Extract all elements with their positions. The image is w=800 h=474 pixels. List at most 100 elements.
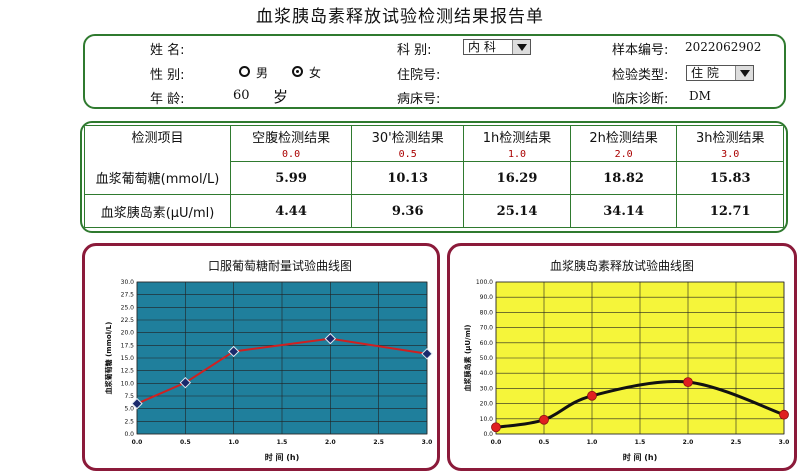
y-tick-label: 0.0 [483,431,493,438]
y-tick-label: 22.5 [121,317,135,324]
x-tick-label: 0.0 [491,439,502,446]
x-tick-label: 1.5 [277,439,288,446]
table-header: 1h检测结果 [463,125,571,148]
y-tick-label: 12.5 [121,368,135,375]
sample-value: 2022062902 [685,40,762,54]
table-cell: 25.14 [463,194,571,228]
y-tick-label: 80.0 [480,309,494,316]
row-name: 血浆胰岛素(μU/ml) [84,194,231,228]
table-header: 空腹检测结果 [229,125,353,148]
data-point [491,422,501,433]
y-tick-label: 25.0 [121,304,135,311]
table-row: 血浆胰岛素(μU/ml) 4.44 9.36 25.14 34.14 12.71 [84,194,784,228]
table-cell: 15.83 [676,161,784,195]
age-label: 年 龄: [150,92,185,107]
insulin-chart-panel: 血浆胰岛素释放试验曲线图 0.0 10.0 20.0 30.0 40.0 50.0 60.0 7… [447,243,797,471]
data-point [683,377,693,388]
y-tick-label: 15.0 [121,355,135,362]
y-tick-label: 20.0 [480,401,494,408]
chart-title: 血浆胰岛素释放试验曲线图 [550,258,694,273]
dept-label: 科 别: [397,43,432,58]
results-table-panel: 检测项目 空腹检测结果 30'检测结果 1h检测结果 2h检测结果 3h检测结果… [80,121,788,233]
table-cell: 18.82 [569,161,678,195]
y-tick-label: 20.0 [121,330,135,337]
gender-female-label: 女 [309,66,322,80]
x-tick-label: 2.0 [325,439,336,446]
data-point [227,345,240,358]
exam-type-select[interactable]: 住 院 [686,65,754,81]
table-header: 2h检测结果 [569,125,678,148]
y-tick-label: 70.0 [480,325,494,332]
y-axis-label: 血浆葡萄糖 (mmol/L) [104,322,113,395]
x-tick-label: 1.5 [635,439,646,446]
data-point [324,332,337,345]
chevron-down-icon [735,66,753,80]
x-tick-label: 0.5 [180,439,191,446]
x-tick-label: 1.0 [228,439,239,446]
y-tick-label: 0.0 [124,431,134,438]
data-point [539,414,549,425]
data-point [179,376,192,389]
timepoint-label: 2.0 [569,147,678,162]
table-cell: 5.99 [229,161,353,195]
name-label: 姓 名: [150,43,185,58]
y-tick-label: 2.5 [124,418,134,425]
gender-male-radio[interactable] [239,66,250,77]
x-tick-label: 3.0 [422,439,433,446]
y-tick-label: 50.0 [480,355,494,362]
gender-female-radio[interactable] [292,66,303,77]
table-cell: 16.29 [463,161,571,195]
data-point [779,409,789,420]
table-row: 血浆葡萄糖(mmol/L) 5.99 10.13 16.29 18.82 15.… [84,161,784,195]
data-point [131,397,143,410]
table-cell: 12.71 [676,194,784,228]
y-tick-label: 30.0 [480,385,494,392]
bed-label: 病床号: [397,92,441,107]
y-tick-label: 7.5 [124,393,134,400]
y-tick-label: 100.0 [476,279,493,286]
y-axis-label: 血浆胰岛素 (μU/ml) [463,325,472,392]
exam-type-label: 检验类型: [612,68,669,83]
y-tick-label: 5.0 [124,406,134,413]
report-title: 血浆胰岛素释放试验检测结果报告单 [256,7,544,27]
y-tick-label: 27.5 [121,292,135,299]
table-cell: 10.13 [351,161,465,195]
timepoint-label: 1.0 [463,147,571,162]
x-tick-label: 2.5 [373,439,384,446]
x-axis-label: 时 间 (h) [623,452,658,462]
y-tick-label: 30.0 [121,279,135,286]
table-cell: 9.36 [351,194,465,228]
x-tick-label: 1.0 [587,439,598,446]
table-header: 30'检测结果 [351,125,465,148]
diagnosis-label: 临床诊断: [612,92,669,107]
x-tick-label: 2.5 [731,439,742,446]
age-unit: 岁 [273,88,289,106]
row-name: 血浆葡萄糖(mmol/L) [84,161,231,195]
gender-male-label: 男 [256,66,269,80]
gender-label: 性 别: [150,68,185,83]
y-tick-label: 90.0 [480,294,494,301]
x-tick-label: 3.0 [779,439,790,446]
x-tick-label: 0.5 [539,439,550,446]
x-tick-label: 2.0 [683,439,694,446]
inpatient-label: 住院号: [397,68,441,83]
table-cell: 4.44 [229,194,353,228]
patient-info-panel: 姓 名: 性 别: 男 女 年 龄: 60 岁 科 别: 内 科 住院号: 病床… [83,34,786,109]
table-cell: 34.14 [569,194,678,228]
glucose-chart: 口服葡萄糖耐量试验曲线图 0.0 2.5 5.0 7.5 10.0 12.5 15.0 17.5… [104,258,433,462]
timepoint-label: 3.0 [676,147,784,162]
diagnosis-value: DM [689,89,711,103]
y-tick-label: 60.0 [480,340,494,347]
insulin-chart: 血浆胰岛素释放试验曲线图 0.0 10.0 20.0 30.0 40.0 50.0 60.0 7… [463,258,790,462]
dept-select[interactable]: 内 科 [463,39,531,55]
series-line [495,380,785,429]
glucose-chart-panel: 口服葡萄糖耐量试验曲线图 0.0 2.5 5.0 7.5 10.0 12.5 15.0 17.5… [82,243,440,471]
data-point [421,348,433,360]
dept-select-value: 内 科 [468,40,496,54]
y-tick-label: 17.5 [121,342,135,349]
table-header: 检测项目 [84,125,231,148]
x-axis-label: 时 间 (h) [265,452,300,462]
timepoint-label: 0.0 [229,147,353,162]
sample-label: 样本编号: [612,43,669,58]
data-point [587,390,597,401]
